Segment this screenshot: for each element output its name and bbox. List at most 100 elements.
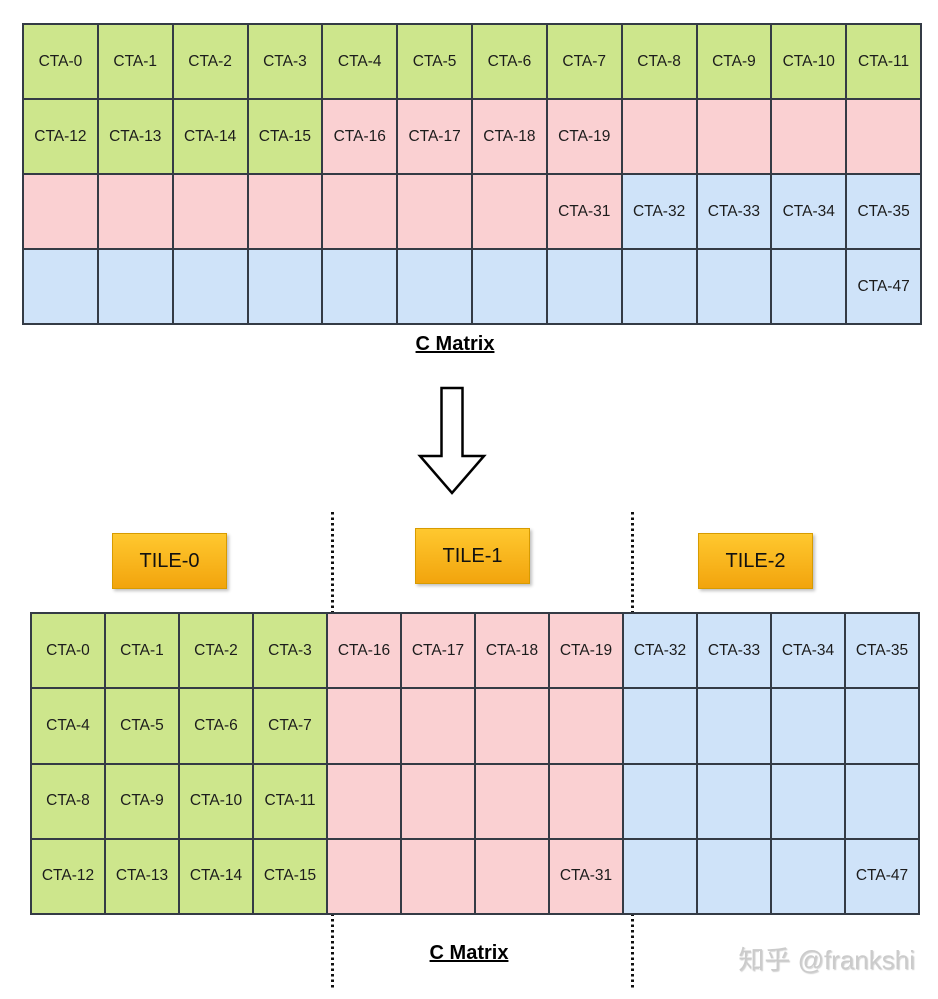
matrix-cell: CTA-6: [180, 689, 252, 763]
matrix-cell: CTA-8: [32, 764, 104, 838]
matrix-cell: CTA-8: [622, 25, 696, 98]
matrix-cell: CTA-11: [254, 764, 326, 838]
matrix-cell: [248, 250, 322, 323]
matrix-cell: CTA-16: [328, 614, 400, 688]
matrix-cell: [476, 764, 548, 838]
matrix-cell: CTA-5: [106, 689, 178, 763]
matrix-cell: [248, 175, 322, 248]
matrix-cell: [473, 250, 546, 323]
matrix-cell: CTA-2: [180, 614, 252, 688]
matrix-cell: [624, 839, 696, 913]
down-arrow-icon: [417, 386, 487, 495]
matrix-cell: CTA-33: [697, 175, 771, 248]
bottom-c-matrix-label: C Matrix: [429, 942, 509, 964]
matrix-cell: [24, 250, 97, 323]
matrix-cell: CTA-14: [180, 839, 252, 913]
matrix-cell: CTA-11: [847, 25, 920, 98]
matrix-cell: [173, 175, 247, 248]
watermark-text: 知乎 @frankshi: [738, 945, 915, 975]
matrix-cell: CTA-31: [550, 839, 622, 913]
matrix-cell: [698, 689, 770, 763]
matrix-cell: [402, 764, 474, 838]
matrix-cell: CTA-14: [173, 100, 247, 173]
matrix-cell: CTA-19: [550, 614, 622, 688]
matrix-cell: CTA-18: [476, 614, 548, 688]
matrix-cell: CTA-12: [24, 100, 97, 173]
matrix-cell: CTA-1: [106, 614, 178, 688]
matrix-cell: CTA-13: [98, 100, 172, 173]
matrix-cell: CTA-18: [473, 100, 546, 173]
matrix-cell: CTA-4: [32, 689, 104, 763]
matrix-cell: CTA-10: [180, 764, 252, 838]
matrix-cell: [622, 250, 696, 323]
matrix-cell: CTA-1: [98, 25, 172, 98]
matrix-cell: CTA-15: [254, 839, 326, 913]
matrix-cell: CTA-32: [622, 175, 696, 248]
matrix-cell: [697, 250, 771, 323]
matrix-cell: CTA-10: [772, 25, 846, 98]
tile-1-badge: TILE-1: [415, 528, 530, 584]
matrix-cell: [624, 689, 696, 763]
matrix-cell: [772, 689, 844, 763]
matrix-cell: CTA-19: [547, 100, 621, 173]
matrix-cell: [697, 100, 771, 173]
matrix-cell: [846, 689, 918, 763]
matrix-cell: CTA-16: [323, 100, 397, 173]
matrix-cell: [98, 175, 172, 248]
matrix-cell: CTA-3: [248, 25, 322, 98]
matrix-cell: [173, 250, 247, 323]
matrix-cell: CTA-7: [547, 25, 621, 98]
matrix-cell: [772, 764, 844, 838]
matrix-cell: CTA-47: [847, 250, 920, 323]
top-c-matrix-grid: CTA-0 CTA-1 CTA-2 CTA-3 CTA-4 CTA-5 CTA-6 CTA-7…: [22, 23, 922, 325]
matrix-cell: [98, 250, 172, 323]
matrix-cell: [698, 764, 770, 838]
matrix-cell: CTA-17: [398, 100, 471, 173]
matrix-cell: CTA-0: [32, 614, 104, 688]
matrix-cell: [328, 689, 400, 763]
matrix-cell: CTA-9: [106, 764, 178, 838]
matrix-cell: [323, 175, 397, 248]
matrix-cell: [550, 689, 622, 763]
matrix-cell: [698, 839, 770, 913]
matrix-cell: CTA-17: [402, 614, 474, 688]
matrix-cell: CTA-34: [772, 614, 844, 688]
matrix-cell: [624, 764, 696, 838]
matrix-cell: [547, 250, 621, 323]
matrix-cell: CTA-15: [248, 100, 322, 173]
matrix-cell: [24, 175, 97, 248]
matrix-cell: [473, 175, 546, 248]
matrix-cell: CTA-4: [323, 25, 397, 98]
matrix-cell: CTA-33: [698, 614, 770, 688]
matrix-cell: CTA-32: [624, 614, 696, 688]
matrix-cell: [328, 839, 400, 913]
matrix-cell: CTA-3: [254, 614, 326, 688]
matrix-cell: [323, 250, 397, 323]
matrix-cell: [398, 175, 471, 248]
matrix-cell: CTA-2: [173, 25, 247, 98]
matrix-cell: [402, 839, 474, 913]
matrix-cell: CTA-6: [473, 25, 546, 98]
matrix-cell: CTA-7: [254, 689, 326, 763]
matrix-cell: CTA-35: [847, 175, 920, 248]
matrix-cell: [476, 689, 548, 763]
matrix-cell: CTA-47: [846, 839, 918, 913]
matrix-cell: [550, 764, 622, 838]
bottom-c-matrix-grid: CTA-0 CTA-1 CTA-2 CTA-3 CTA-16 CTA-17 CTA-18 CT…: [30, 612, 920, 915]
matrix-cell: [402, 689, 474, 763]
matrix-cell: CTA-9: [697, 25, 771, 98]
matrix-cell: [772, 100, 846, 173]
matrix-cell: [398, 250, 471, 323]
matrix-cell: CTA-34: [772, 175, 846, 248]
matrix-cell: [847, 100, 920, 173]
matrix-cell: CTA-0: [24, 25, 97, 98]
matrix-cell: CTA-5: [398, 25, 471, 98]
matrix-cell: CTA-31: [547, 175, 621, 248]
matrix-cell: [622, 100, 696, 173]
matrix-cell: [328, 764, 400, 838]
tile-2-badge: TILE-2: [698, 533, 813, 589]
top-c-matrix-label: C Matrix: [415, 333, 495, 355]
matrix-cell: CTA-13: [106, 839, 178, 913]
matrix-cell: CTA-35: [846, 614, 918, 688]
matrix-cell: [846, 764, 918, 838]
